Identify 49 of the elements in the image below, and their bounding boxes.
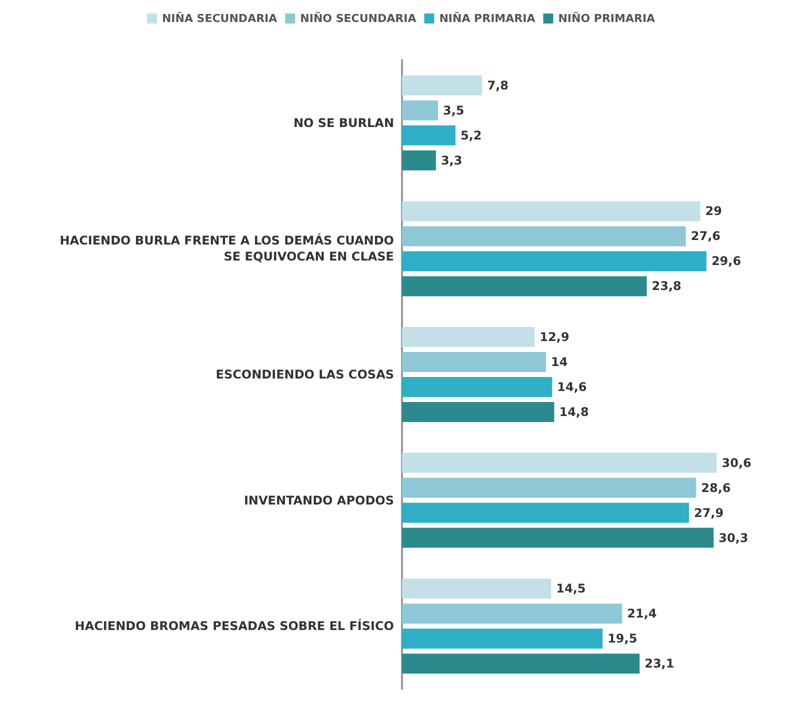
bar xyxy=(402,201,700,222)
data-label: 19,5 xyxy=(608,632,638,646)
bar xyxy=(402,528,714,548)
legend-label: NIÑA PRIMARIA xyxy=(439,11,536,25)
bar xyxy=(402,604,622,624)
data-label: 27,9 xyxy=(694,506,724,520)
data-label: 21,4 xyxy=(627,606,657,621)
bar xyxy=(402,150,436,170)
data-label: 23,8 xyxy=(652,279,682,294)
bar xyxy=(402,125,456,146)
data-label: 30,3 xyxy=(718,530,748,545)
bar xyxy=(402,578,552,599)
bar xyxy=(402,377,552,397)
data-label: 23,1 xyxy=(644,656,674,671)
data-label: 14,8 xyxy=(559,405,589,419)
bar xyxy=(402,402,554,422)
bar xyxy=(402,654,640,674)
bar xyxy=(402,502,689,523)
bar xyxy=(402,478,696,498)
bar xyxy=(402,452,717,473)
y-tick-label: INVENTANDO APODOS xyxy=(244,493,394,508)
y-tick-label: HACIENDO BURLA FRENTE A LOS DEMÁS CUANDO SE EQUIVOCAN EN CLASE xyxy=(60,232,394,264)
bar xyxy=(402,276,647,296)
legend-label: NIÑO SECUNDARIA xyxy=(300,11,417,25)
data-label: 29 xyxy=(705,204,722,218)
bar xyxy=(402,251,706,272)
bar xyxy=(402,628,603,649)
bar xyxy=(402,226,686,246)
data-label: 27,6 xyxy=(690,229,720,244)
y-tick-label: ESCONDIENDO LAS COSAS xyxy=(216,368,394,382)
data-label: 12,9 xyxy=(540,330,570,344)
data-label: 5,2 xyxy=(460,128,482,142)
legend-label: NIÑO PRIMARIA xyxy=(558,11,656,25)
data-label: 3,5 xyxy=(443,103,464,118)
data-label: 30,6 xyxy=(722,456,752,470)
data-label: 29,6 xyxy=(711,254,742,268)
data-label: 14,6 xyxy=(557,380,587,394)
legend-label: NIÑA SECUNDARIA xyxy=(162,11,278,25)
data-label: 14 xyxy=(551,355,568,369)
data-label: 28,6 xyxy=(701,480,731,495)
data-label: 7,8 xyxy=(487,78,508,92)
y-tick-label: HACIENDO BROMAS PESADAS SOBRE EL FÍSICO xyxy=(74,618,394,634)
data-label: 3,3 xyxy=(440,153,462,168)
bar xyxy=(402,352,546,372)
data-label: 14,5 xyxy=(556,582,586,596)
y-tick-label: NO SE BURLAN xyxy=(293,116,394,130)
bar xyxy=(402,327,535,347)
bar xyxy=(402,75,482,96)
bar xyxy=(402,100,438,120)
